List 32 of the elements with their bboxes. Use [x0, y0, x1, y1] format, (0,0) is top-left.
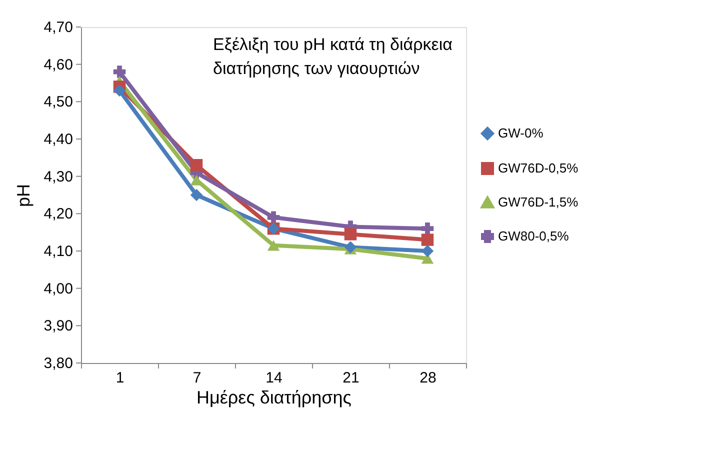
y-tick-label: 4,60 [44, 56, 73, 74]
point [344, 228, 357, 240]
x-tick-label: 28 [420, 370, 436, 386]
point [267, 211, 280, 224]
y-tick-label: 3,80 [44, 355, 73, 372]
point [267, 240, 280, 251]
point [190, 159, 203, 172]
y-tick-label: 4,70 [44, 19, 73, 36]
y-tick-label: 4,50 [44, 94, 73, 111]
x-tick-label: 1 [116, 370, 124, 386]
point [113, 84, 126, 97]
legend-label: GW76D-1,5% [498, 194, 579, 210]
y-tick-label: 3,90 [44, 318, 73, 335]
y-tick-label: 4,00 [44, 280, 73, 298]
x-tick-label: 14 [266, 370, 282, 386]
x-tick-label: 7 [192, 370, 202, 386]
y-tick-label: 4,10 [44, 243, 73, 260]
legend-label: GW80-0,5% [498, 228, 570, 244]
point [421, 222, 434, 235]
y-tick-label: 4,30 [44, 168, 73, 186]
y-tick-label: 4,20 [44, 206, 73, 223]
y-axis-title: pH [14, 184, 34, 208]
y-tick-label: 4,40 [44, 131, 73, 148]
point [190, 188, 203, 202]
x-axis-title: Ημέρες διατήρησης [196, 388, 352, 408]
point [113, 66, 126, 78]
legend-label: GW-0% [498, 126, 544, 140]
text: Εξέλιξη του pH κατά τη διάρκεια διατήρησης των γιαουρτιών [213, 35, 453, 78]
point [421, 234, 434, 246]
x-tick-label: 21 [342, 370, 360, 386]
point [344, 241, 357, 254]
legend-label: GW76D-0,5% [498, 160, 579, 176]
